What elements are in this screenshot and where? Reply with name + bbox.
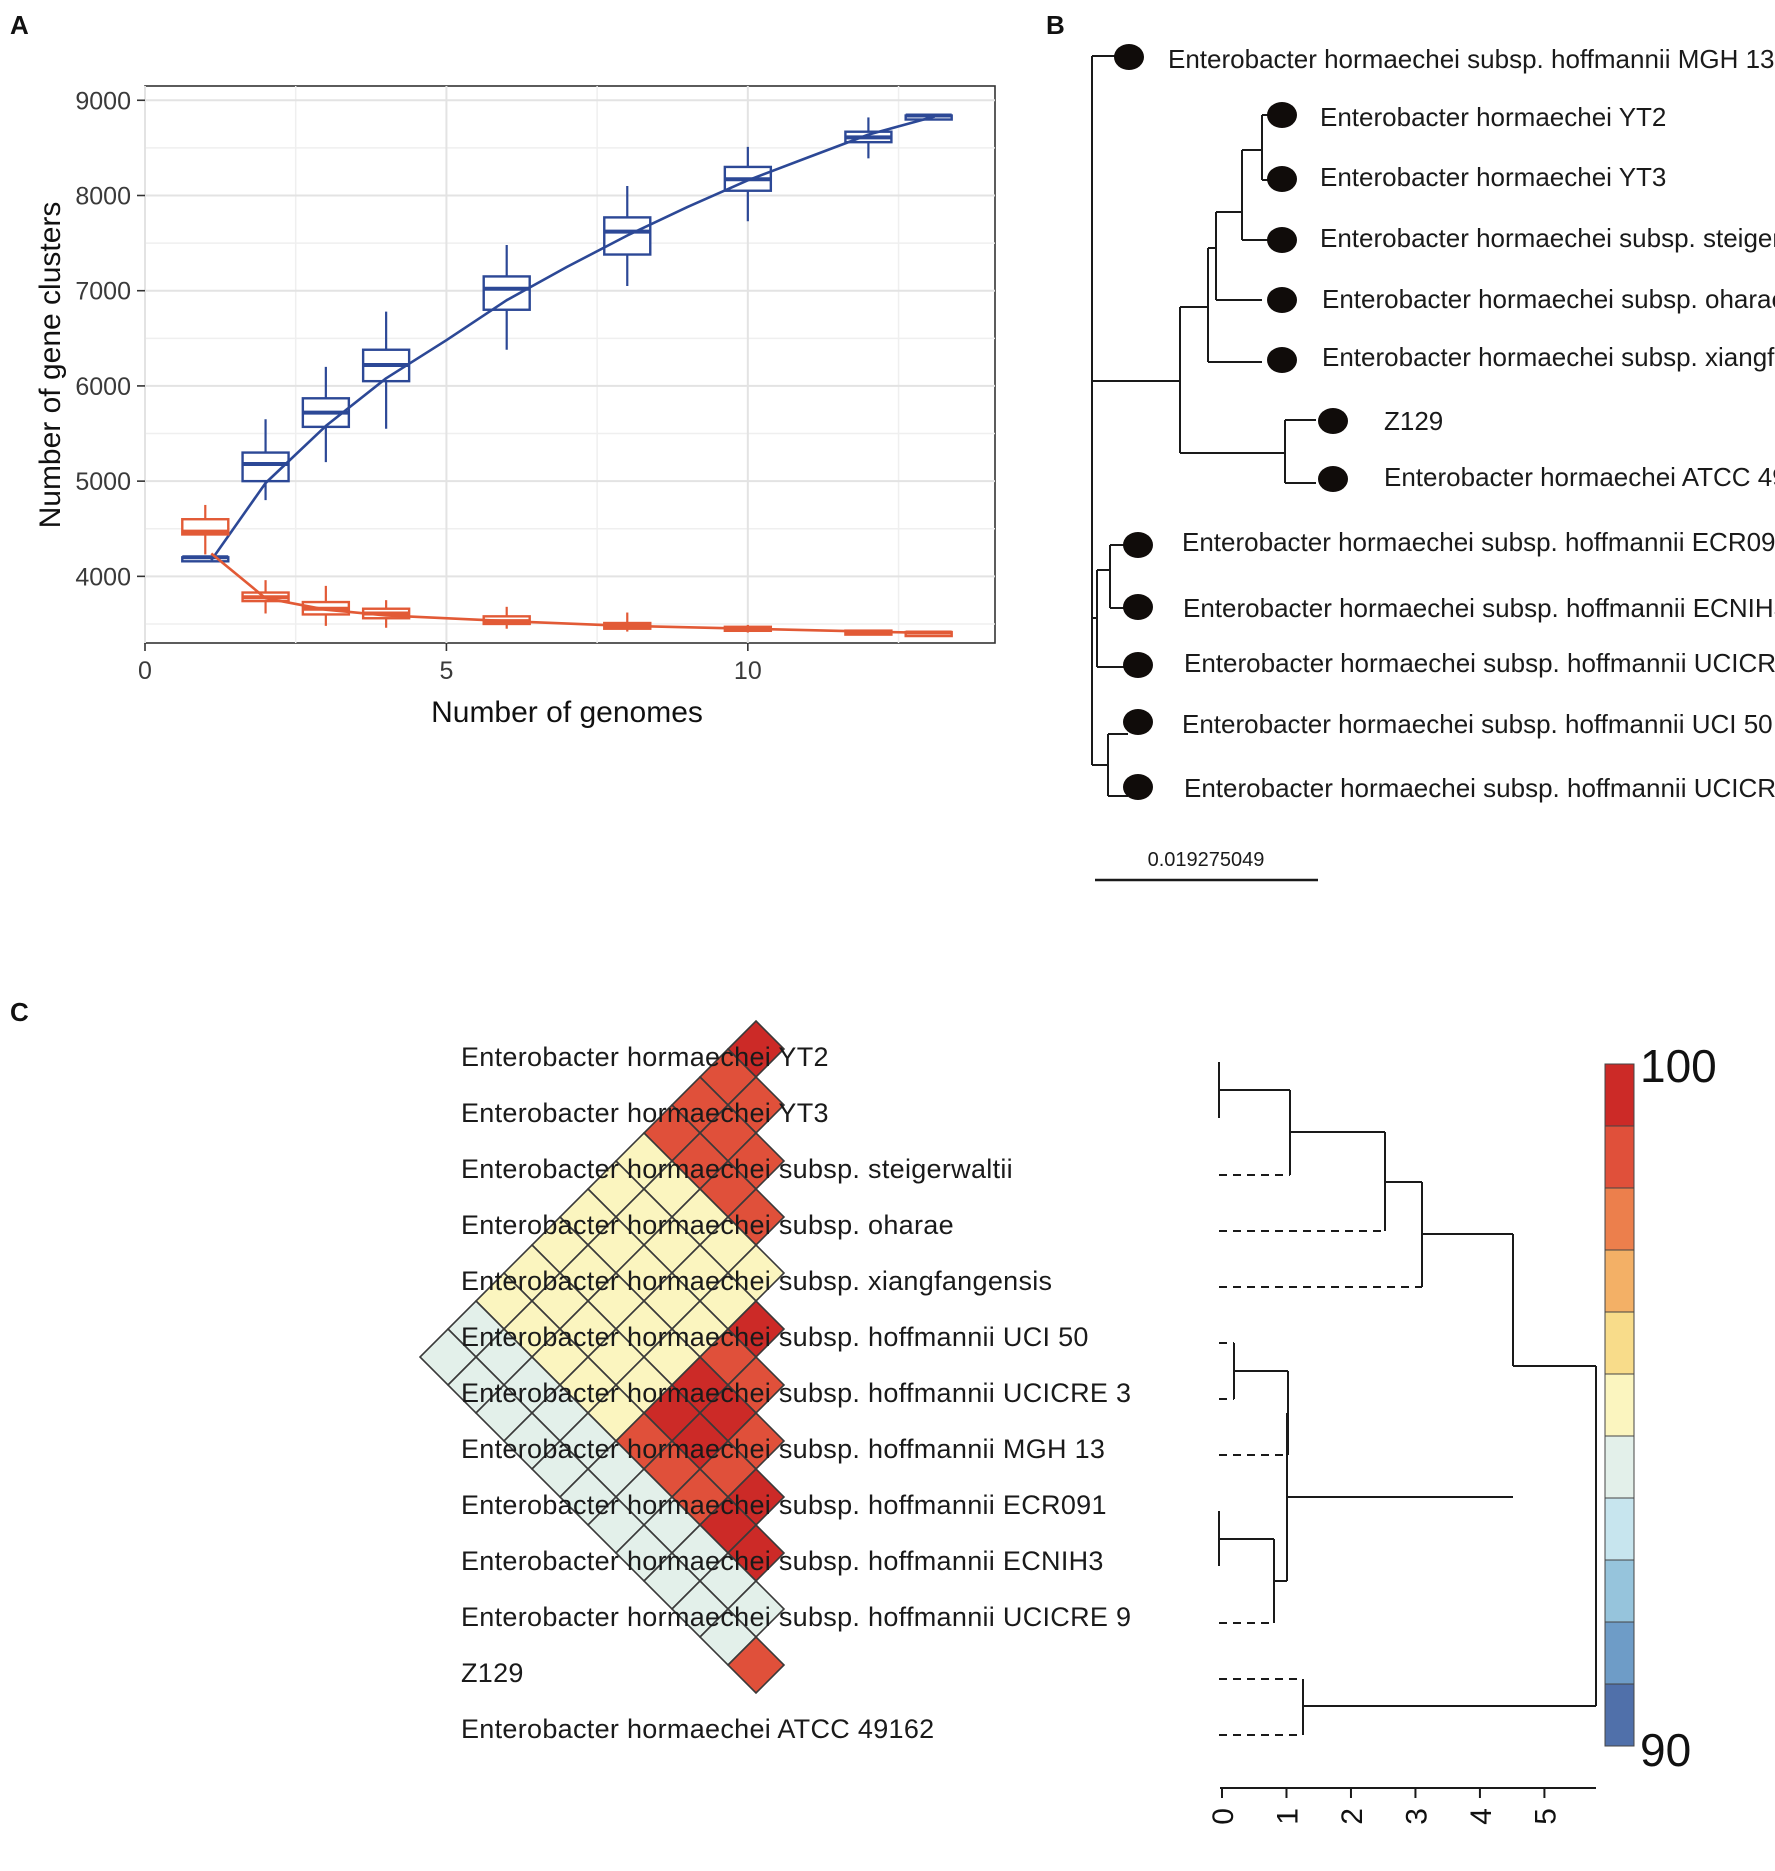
heatmap-row-label: Enterobacter hormaechei subsp. oharae: [461, 1210, 954, 1240]
dendro-tick-label: 0: [1207, 1808, 1240, 1825]
tree-tip-markers: [1114, 44, 1348, 800]
heatmap-row-label: Enterobacter hormaechei subsp. hoffmanni…: [461, 1546, 1104, 1576]
tree-leaf-label: Enterobacter hormaechei subsp. steigerwa…: [1320, 223, 1775, 253]
x-tick-label: 5: [439, 657, 453, 685]
heatmap-row-label: Enterobacter hormaechei subsp. steigerwa…: [461, 1154, 1013, 1184]
series-layer: [181, 113, 953, 638]
legend-swatch: [1604, 1249, 1635, 1313]
panel-c-heatmap: Enterobacter hormaechei YT2 Enterobacter …: [418, 1019, 1717, 1825]
dendro-tick-label: 5: [1529, 1808, 1562, 1825]
panel-label-c: C: [10, 997, 29, 1027]
legend-swatch: [1604, 1125, 1635, 1189]
heatmap-row-label: Enterobacter hormaechei YT2: [461, 1042, 829, 1072]
heatmap-row-label: Enterobacter hormaechei YT3: [461, 1098, 829, 1128]
tree-leaf-label: Enterobacter hormaechei ATCC 49162: [1384, 462, 1775, 492]
panel-label-a: A: [10, 10, 29, 40]
heatmap-row-label: Enterobacter hormaechei subsp. hoffmanni…: [461, 1602, 1131, 1632]
tip-marker: [1114, 44, 1144, 70]
y-tick-label: 8000: [75, 182, 131, 210]
legend-swatch: [1604, 1311, 1635, 1375]
axes: 0 5 10 4000 5000 6000 7000 8000 9000: [75, 87, 761, 685]
tree-leaf-label: Enterobacter hormaechei subsp. hoffmanni…: [1182, 709, 1773, 739]
y-tick-label: 9000: [75, 87, 131, 115]
legend-min-label: 90: [1640, 1724, 1691, 1776]
heatmap-row-label: Enterobacter hormaechei ATCC 49162: [461, 1714, 934, 1744]
legend-swatch: [1604, 1621, 1635, 1685]
tree-leaf-label: Enterobacter hormaechei subsp. xiangfang…: [1322, 342, 1775, 372]
dendro-tick-label: 3: [1400, 1808, 1433, 1825]
legend-swatch: [1604, 1559, 1635, 1623]
y-tick-label: 4000: [75, 563, 131, 591]
tip-marker: [1123, 774, 1153, 800]
tip-marker: [1267, 347, 1297, 373]
heatmap-cell: [726, 1635, 786, 1695]
tree-leaf-label: Enterobacter hormaechei subsp. hoffmanni…: [1183, 593, 1775, 623]
legend-swatch: [1604, 1497, 1635, 1561]
tree-leaf-label: Enterobacter hormaechei YT2: [1320, 102, 1666, 132]
panel-a-chart: 0 5 10 4000 5000 6000 7000 8000 9000 Number of g…: [34, 85, 996, 729]
legend-swatch: [1604, 1435, 1635, 1499]
tip-marker: [1267, 102, 1297, 128]
legend-swatch: [1604, 1063, 1635, 1127]
y-tick-label: 7000: [75, 278, 131, 306]
tip-marker: [1123, 532, 1153, 558]
legend-max-label: 100: [1640, 1040, 1717, 1092]
heatmap-row-label: Enterobacter hormaechei subsp. hoffmanni…: [461, 1490, 1107, 1520]
y-axis-title: Number of gene clusters: [34, 202, 67, 529]
fit-curve-core: [210, 552, 935, 635]
legend-swatch: [1604, 1683, 1635, 1747]
panel-b-tree: Enterobacter hormaechei subsp. hoffmanni…: [1091, 44, 1775, 882]
box: [482, 275, 531, 311]
tip-marker: [1267, 287, 1297, 313]
tree-leaf-label: Enterobacter hormaechei YT3: [1320, 162, 1666, 192]
plot-frame: [144, 85, 996, 644]
color-legend: [1604, 1063, 1635, 1747]
tree-leaf-label: Enterobacter hormaechei subsp. hoffmanni…: [1184, 648, 1775, 678]
y-tick-label: 5000: [75, 468, 131, 496]
tree-leaf-label: Enterobacter hormaechei subsp. oharae: [1322, 284, 1775, 314]
tree-leaf-label: Z129: [1384, 406, 1443, 436]
dendro-tick-label: 4: [1465, 1808, 1498, 1825]
dendro-tick-label: 2: [1336, 1808, 1369, 1825]
series-core: [181, 504, 953, 638]
heatmap-labels: Enterobacter hormaechei YT2 Enterobacter …: [461, 1042, 1131, 1744]
legend-swatch: [1604, 1187, 1635, 1251]
fit-curve-pan: [210, 115, 936, 561]
tree-leaf-labels: Enterobacter hormaechei subsp. hoffmanni…: [1168, 44, 1775, 803]
heatmap-row-label: Enterobacter hormaechei subsp. hoffmanni…: [461, 1322, 1089, 1352]
series-pan: [181, 113, 953, 563]
heatmap-cells: [418, 1019, 786, 1695]
heatmap-row-label: Enterobacter hormaechei subsp. hoffmanni…: [461, 1378, 1131, 1408]
x-tick-label: 0: [138, 657, 152, 685]
tip-marker: [1123, 594, 1153, 620]
x-tick-label: 10: [734, 657, 762, 685]
heatmap-row-label: Z129: [461, 1658, 524, 1688]
tip-marker: [1267, 227, 1297, 253]
tree-leaf-label: Enterobacter hormaechei subsp. hoffmanni…: [1184, 773, 1775, 803]
dendrogram-axis-ticks: 0 1 2 3 4 5: [1207, 1788, 1562, 1825]
heatmap-row-label: Enterobacter hormaechei subsp. xiangfang…: [461, 1266, 1052, 1296]
legend-swatch: [1604, 1373, 1635, 1437]
tip-marker: [1318, 466, 1348, 492]
dendro-tick-label: 1: [1271, 1808, 1304, 1825]
scale-bar-label: 0.019275049: [1148, 849, 1265, 871]
x-axis-title: Number of genomes: [431, 696, 703, 729]
y-tick-label: 6000: [75, 373, 131, 401]
heatmap-row-label: Enterobacter hormaechei subsp. hoffmanni…: [461, 1434, 1105, 1464]
tip-marker: [1123, 652, 1153, 678]
dendrogram: [1218, 1062, 1597, 1736]
tree-leaf-label: Enterobacter hormaechei subsp. hoffmanni…: [1182, 527, 1775, 557]
tip-marker: [1267, 166, 1297, 192]
tree-leaf-label: Enterobacter hormaechei subsp. hoffmanni…: [1168, 44, 1775, 74]
tip-marker: [1123, 709, 1153, 735]
panel-label-b: B: [1046, 10, 1065, 40]
tip-marker: [1318, 408, 1348, 434]
